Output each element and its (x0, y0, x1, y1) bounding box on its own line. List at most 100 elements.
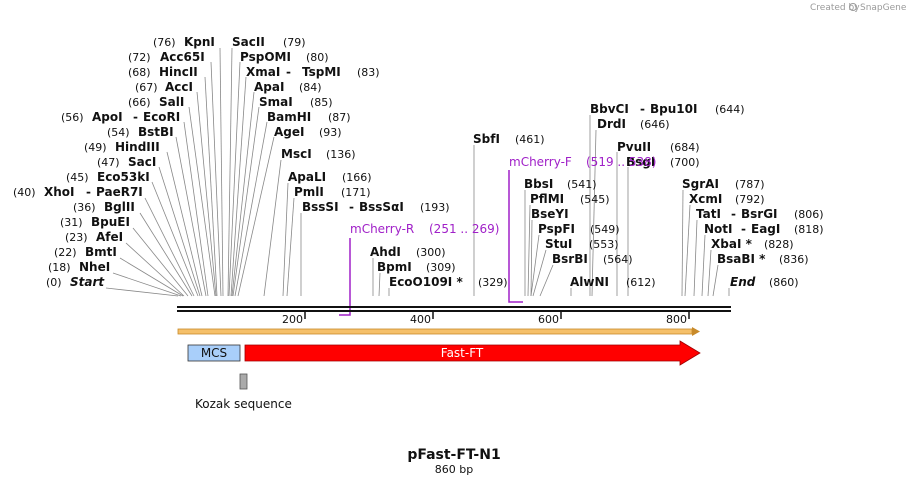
enzyme-name[interactable]: StuI (545, 237, 572, 251)
enzyme-name[interactable]: AhdI (370, 245, 401, 259)
enzyme-name[interactable]: SbfI (473, 132, 500, 146)
enzyme-pos: (612) (626, 276, 656, 289)
enzyme-name[interactable]: EagI (751, 222, 780, 236)
mcs-label: MCS (201, 346, 227, 360)
enzyme-pos: (68) (128, 66, 151, 79)
primer-mcherry-f[interactable]: mCherry-F (519 .. 538) (508, 155, 656, 303)
enzyme-name[interactable]: ApaLI (288, 170, 326, 184)
enzyme-name[interactable]: BssSI (302, 200, 339, 214)
enzyme-separator: - (133, 110, 138, 124)
enzyme-pos: (45) (66, 171, 89, 184)
enzyme-name[interactable]: TspMI (302, 65, 341, 79)
enzyme-name[interactable]: Eco53kI (97, 170, 150, 184)
enzyme-pos: (66) (128, 96, 151, 109)
feature-kozak[interactable]: Kozak sequence (195, 373, 292, 411)
enzyme-name[interactable]: AccI (165, 80, 193, 94)
enzyme-pos: (792) (735, 193, 765, 206)
enzyme-name[interactable]: ApaI (254, 80, 284, 94)
enzyme-name[interactable]: XmaI (246, 65, 280, 79)
enzyme-name[interactable]: BmtI (85, 245, 117, 259)
enzyme-name[interactable]: SacI (128, 155, 156, 169)
enzyme-name[interactable]: AlwNI (570, 275, 609, 289)
enzyme-pos: (309) (426, 261, 456, 274)
enzyme-name[interactable]: DrdI (597, 117, 626, 131)
enzyme-name[interactable]: MscI (281, 147, 312, 161)
enzyme-pos: (80) (306, 51, 329, 64)
feature-mcs[interactable]: MCS (187, 344, 241, 362)
enzyme-name[interactable]: BssSαI (359, 200, 404, 214)
enzyme-pos: (684) (670, 141, 700, 154)
enzyme-name[interactable]: HindIII (115, 140, 160, 154)
dna-backbone (177, 306, 731, 312)
enzyme-name[interactable]: BsrGI (741, 207, 778, 221)
primer-label: mCherry-F (509, 155, 572, 169)
enzyme-name[interactable]: PspOMI (240, 50, 291, 64)
enzyme-name[interactable]: BseYI (531, 207, 569, 221)
enzyme-pos: (79) (283, 36, 306, 49)
enzyme-name[interactable]: PflMI (530, 192, 564, 206)
enzyme-pos: (40) (13, 186, 36, 199)
enzyme-pos: (83) (357, 66, 380, 79)
enzyme-name[interactable]: PmlI (294, 185, 324, 199)
enzyme-pos: (56) (61, 111, 84, 124)
enzyme-name[interactable]: AfeI (96, 230, 123, 244)
enzyme-name[interactable]: BsrBI (552, 252, 588, 266)
enzyme-name[interactable]: TatI (696, 207, 721, 221)
enzyme-name[interactable]: PspFI (538, 222, 575, 236)
primer-mcherry-r[interactable]: mCherry-R (251 .. 269) (339, 222, 499, 316)
enzyme-name[interactable]: BglII (104, 200, 135, 214)
enzyme-pos: (18) (48, 261, 71, 274)
ruler-label: 800 (666, 313, 687, 326)
enzyme-name[interactable]: XcmI (689, 192, 722, 206)
enzyme-pos: (49) (84, 141, 107, 154)
enzyme-name[interactable]: Acc65I (160, 50, 205, 64)
enzyme-name[interactable]: BpmI (377, 260, 412, 274)
ruler-label: 600 (538, 313, 559, 326)
enzyme-name[interactable]: SacII (232, 35, 265, 49)
enzyme-name[interactable]: BbsI (524, 177, 553, 191)
enzyme-name[interactable]: SmaI (259, 95, 293, 109)
primer-range: (251 .. 269) (429, 222, 499, 236)
primer-arrow (339, 238, 351, 316)
enzyme-name[interactable]: BstBI (138, 125, 174, 139)
enzyme-labels-middle: AhdI (300) BpmI (309) EcoO109I * (329) S… (370, 132, 545, 289)
enzyme-pos: (54) (107, 126, 130, 139)
enzyme-separator: - (349, 200, 354, 214)
enzyme-name[interactable]: PvuII (617, 140, 651, 154)
enzyme-pos: (193) (420, 201, 450, 214)
enzyme-name[interactable]: AgeI (274, 125, 304, 139)
enzyme-name[interactable]: SalI (159, 95, 184, 109)
enzyme-pos: (700) (670, 156, 700, 169)
enzyme-name[interactable]: BpuEI (91, 215, 130, 229)
enzyme-pos: (67) (135, 81, 158, 94)
enzyme-name[interactable]: KpnI (184, 35, 215, 49)
enzyme-name[interactable]: BamHI (267, 110, 311, 124)
enzyme-pos: (553) (589, 238, 619, 251)
enzyme-name[interactable]: EcoRI (143, 110, 180, 124)
enzyme-name[interactable]: PaeR7I (96, 185, 143, 199)
enzyme-name[interactable]: ApoI (92, 110, 123, 124)
enzyme-name[interactable]: Bpu10I (650, 102, 697, 116)
primer-range: (519 .. 538) (586, 155, 656, 169)
enzyme-name[interactable]: NheI (79, 260, 110, 274)
map-title: pFast-FT-N1 (407, 447, 500, 463)
start-label: Start (70, 275, 105, 289)
map-length: 860 bp (435, 463, 473, 476)
enzyme-name[interactable]: EcoO109I * (389, 275, 463, 289)
enzyme-name[interactable]: XhoI (44, 185, 75, 199)
enzyme-name[interactable]: NotI (704, 222, 733, 236)
enzyme-name[interactable]: XbaI * (711, 237, 753, 251)
created-by-text: Created by (810, 3, 860, 13)
feature-fastft[interactable]: Fast-FT (244, 340, 701, 366)
enzyme-name[interactable]: SgrAI (682, 177, 719, 191)
ruler-label: 400 (410, 313, 431, 326)
enzyme-separator: - (731, 207, 736, 221)
enzyme-name[interactable]: BsgI (626, 155, 655, 169)
ruler-label: 200 (282, 313, 303, 326)
enzyme-pos: (329) (478, 276, 508, 289)
enzyme-name[interactable]: BbvCI (590, 102, 629, 116)
enzyme-name[interactable]: HincII (159, 65, 198, 79)
enzyme-name[interactable]: BsaBI * (717, 252, 766, 266)
orf-bar[interactable] (177, 327, 700, 336)
enzyme-separator: - (741, 222, 746, 236)
